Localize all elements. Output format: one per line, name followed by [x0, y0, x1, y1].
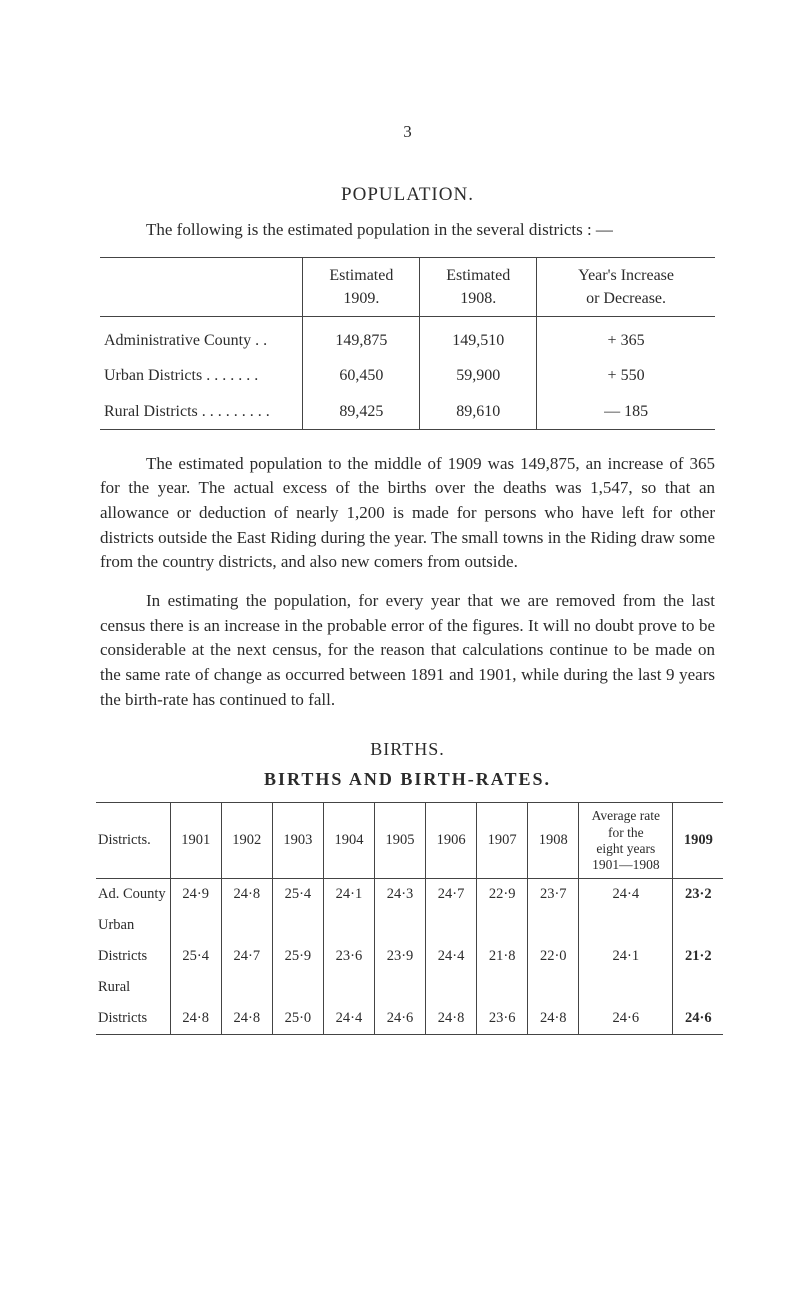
- body-para-1: The estimated population to the middle o…: [100, 452, 715, 575]
- col-year: 1905: [374, 803, 425, 879]
- table-row: Districts 25·4 24·7 25·9 23·6 23·9 24·4 …: [96, 941, 723, 972]
- col-yoy: Year's Increase or Decrease.: [537, 257, 715, 316]
- births-table: Districts. 1901 1902 1903 1904 1905 1906…: [96, 802, 723, 1035]
- col-year: 1904: [323, 803, 374, 879]
- col-districts: Districts.: [96, 803, 170, 879]
- col-year: 1907: [477, 803, 528, 879]
- col-year: 1902: [221, 803, 272, 879]
- col-year: 1903: [272, 803, 323, 879]
- table-row: Districts 24·8 24·8 25·0 24·4 24·6 24·8 …: [96, 1003, 723, 1035]
- table-row: Urban: [96, 910, 723, 941]
- col-est1908: Estimated 1908.: [420, 257, 537, 316]
- table-row: Rural Districts . . . . . . . . . 89,425…: [100, 394, 715, 430]
- col-1909: 1909: [673, 803, 723, 879]
- population-heading: POPULATION.: [100, 181, 715, 209]
- population-table: Estimated 1909. Estimated 1908. Year's I…: [100, 257, 715, 430]
- page-number: 3: [100, 120, 715, 145]
- col-year: 1901: [170, 803, 221, 879]
- table-row: Administrative County . . 149,875 149,51…: [100, 323, 715, 358]
- col-year: 1908: [528, 803, 579, 879]
- col-year: 1906: [426, 803, 477, 879]
- table-row: Urban Districts . . . . . . . 60,450 59,…: [100, 358, 715, 393]
- col-est1909: Estimated 1909.: [303, 257, 420, 316]
- table-row: Rural: [96, 972, 723, 1003]
- births-subheading: BIRTHS AND BIRTH-RATES.: [100, 766, 715, 792]
- births-heading: BIRTHS.: [100, 736, 715, 762]
- body-para-2: In estimating the population, for every …: [100, 589, 715, 712]
- population-intro: The following is the estimated populatio…: [100, 218, 715, 243]
- table-row: Ad. County 24·9 24·8 25·4 24·1 24·3 24·7…: [96, 879, 723, 911]
- col-average: Average rate for the eight years 1901—19…: [579, 803, 673, 879]
